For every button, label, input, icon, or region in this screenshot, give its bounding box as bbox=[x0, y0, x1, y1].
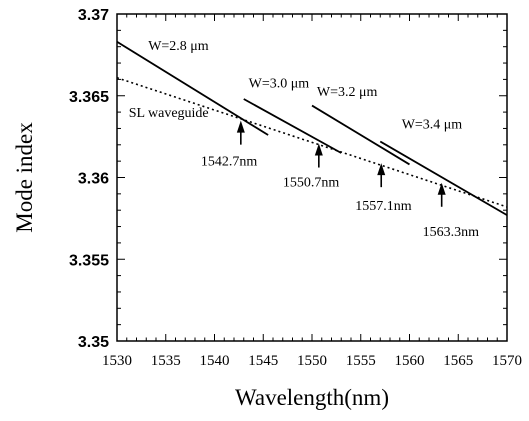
wavelength-label: 1550.7nm bbox=[283, 176, 340, 191]
wavelength-label: 1563.3nm bbox=[423, 225, 480, 240]
x-tick-label: 1535 bbox=[151, 353, 181, 369]
x-tick-label: 1560 bbox=[395, 353, 425, 369]
x-tick-label: 1540 bbox=[200, 353, 230, 369]
x-tick-label: 1565 bbox=[443, 353, 473, 369]
arrow-head bbox=[437, 182, 446, 195]
series-label-0: SL waveguide bbox=[129, 106, 209, 121]
series-label-4: W=3.4 μm bbox=[402, 117, 463, 132]
series-label-2: W=3.0 μm bbox=[249, 77, 310, 92]
axis-tick-labels: 1530 1535 1540 1545 1550 1555 1560 1565 1570 3.35… bbox=[69, 7, 522, 369]
series-line-3 bbox=[311, 104, 410, 166]
y-tick-label: 3.365 bbox=[69, 89, 109, 106]
series-label-3: W=3.2 μm bbox=[317, 85, 378, 100]
y-tick-label: 3.36 bbox=[78, 171, 109, 188]
y-axis-title: Mode index bbox=[12, 122, 37, 233]
wavelength-label: 1542.7nm bbox=[201, 155, 258, 170]
series-line-0 bbox=[116, 77, 508, 208]
x-tick-label: 1545 bbox=[248, 353, 278, 369]
x-tick-label: 1555 bbox=[346, 353, 376, 369]
annotations: SL waveguide W=2.8 μm W=3.0 μm W=3.2 μm W=3.… bbox=[129, 39, 479, 240]
axis-ticks bbox=[116, 13, 508, 342]
series-label-1: W=2.8 μm bbox=[148, 39, 209, 54]
y-tick-label: 3.355 bbox=[69, 252, 109, 269]
x-tick-label: 1530 bbox=[102, 353, 132, 369]
x-tick-label: 1570 bbox=[492, 353, 522, 369]
series-line-2 bbox=[243, 98, 342, 154]
series-lines bbox=[116, 41, 508, 216]
arrow-head bbox=[314, 143, 323, 156]
series-line-4 bbox=[379, 140, 508, 216]
y-tick-label: 3.37 bbox=[78, 7, 109, 24]
x-axis-title: Wavelength(nm) bbox=[235, 385, 389, 410]
arrow-head bbox=[236, 120, 245, 133]
series-line-1 bbox=[116, 41, 269, 136]
wavelength-label: 1557.1nm bbox=[355, 199, 412, 214]
y-tick-label: 3.35 bbox=[78, 334, 109, 351]
x-tick-label: 1550 bbox=[297, 353, 327, 369]
arrow-head bbox=[377, 163, 386, 176]
